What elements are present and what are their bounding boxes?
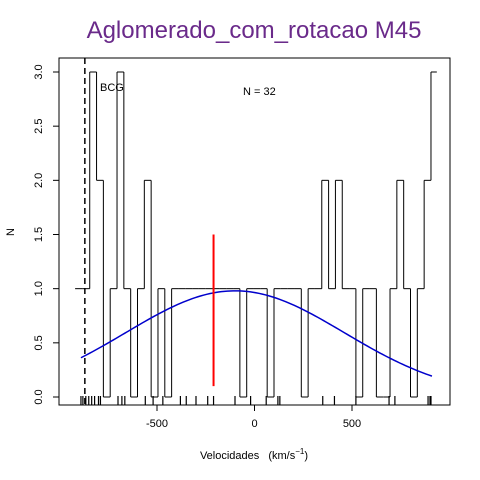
x-axis-label-unit-exp: −1: [295, 447, 305, 456]
chart-title: Aglomerado_com_rotacao M45: [87, 17, 422, 44]
y-axis: 0.0 0.5 1.0 1.5 2.0 2.5 3.0: [33, 64, 59, 405]
marker-layer: [84, 58, 215, 405]
fit-layer: [80, 290, 433, 377]
x-tick-label: -500: [146, 418, 168, 430]
rug-layer: [80, 396, 432, 405]
y-tick-label: 0.0: [33, 389, 45, 404]
gaussian-fit-curve: [80, 290, 433, 377]
y-tick-label: 1.0: [33, 281, 45, 296]
n-count-label: N = 32: [243, 86, 276, 98]
x-axis-label-main: Velocidades: [200, 450, 260, 462]
y-tick-label: 3.0: [33, 64, 45, 79]
x-tick-label: 0: [251, 418, 257, 430]
histogram-layer: [75, 71, 437, 398]
x-axis-label: Velocidades (km/s−1): [200, 447, 308, 462]
y-tick-label: 1.5: [33, 227, 45, 242]
y-tick-label: 0.5: [33, 335, 45, 350]
x-axis-label-unit-close: ): [304, 450, 308, 462]
y-tick-label: 2.5: [33, 119, 45, 134]
y-axis-label: N: [5, 228, 17, 236]
x-tick-label: 500: [343, 418, 361, 430]
y-tick-label: 2.0: [33, 173, 45, 188]
plot-frame: [58, 57, 451, 406]
x-axis-label-unit: (km/s: [268, 450, 295, 462]
bcg-label: BCG: [100, 82, 124, 94]
x-axis: -500 0 500: [146, 404, 361, 430]
